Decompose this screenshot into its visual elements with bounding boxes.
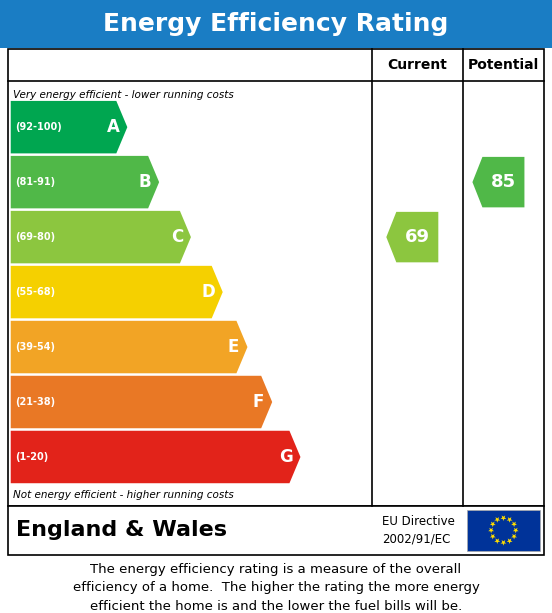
Polygon shape (473, 157, 524, 207)
Polygon shape (490, 534, 496, 539)
Polygon shape (10, 211, 191, 264)
Text: 85: 85 (491, 173, 516, 191)
Text: (81-91): (81-91) (15, 177, 55, 187)
Polygon shape (511, 534, 517, 539)
Text: Not energy efficient - higher running costs: Not energy efficient - higher running co… (13, 490, 233, 500)
Text: (55-68): (55-68) (15, 287, 55, 297)
Text: EU Directive
2002/91/EC: EU Directive 2002/91/EC (382, 516, 455, 545)
Polygon shape (495, 517, 500, 523)
Text: Potential: Potential (468, 58, 539, 72)
Text: F: F (252, 393, 264, 411)
Polygon shape (10, 266, 222, 318)
Text: A: A (107, 118, 120, 136)
Text: (69-80): (69-80) (15, 232, 55, 242)
Polygon shape (10, 376, 272, 428)
Text: (1-20): (1-20) (15, 452, 48, 462)
Polygon shape (10, 431, 300, 483)
Text: England & Wales: England & Wales (15, 520, 227, 540)
Text: D: D (202, 283, 216, 301)
Text: (21-38): (21-38) (15, 397, 55, 407)
Text: (92-100): (92-100) (15, 122, 61, 132)
Text: G: G (279, 448, 293, 466)
Text: Energy Efficiency Rating: Energy Efficiency Rating (103, 12, 449, 36)
Polygon shape (495, 538, 500, 544)
Polygon shape (513, 528, 519, 533)
Bar (8, 506, 544, 555)
Polygon shape (501, 540, 506, 546)
Polygon shape (507, 538, 512, 544)
Text: B: B (139, 173, 151, 191)
Polygon shape (10, 156, 159, 208)
Text: Current: Current (388, 58, 447, 72)
Text: The energy efficiency rating is a measure of the overall
efficiency of a home.  : The energy efficiency rating is a measur… (72, 563, 480, 613)
Bar (0, 0, 552, 48)
Polygon shape (507, 517, 512, 523)
Polygon shape (488, 528, 494, 533)
Polygon shape (10, 321, 247, 373)
Polygon shape (511, 522, 517, 527)
Polygon shape (501, 516, 506, 521)
Text: C: C (171, 228, 183, 246)
Bar (8, 49, 544, 506)
Bar (466, 510, 540, 550)
Polygon shape (386, 212, 438, 262)
Polygon shape (10, 101, 128, 153)
Text: 69: 69 (405, 228, 430, 246)
Text: (39-54): (39-54) (15, 342, 55, 352)
Text: Very energy efficient - lower running costs: Very energy efficient - lower running co… (13, 90, 233, 100)
Polygon shape (490, 522, 496, 527)
Text: E: E (228, 338, 239, 356)
